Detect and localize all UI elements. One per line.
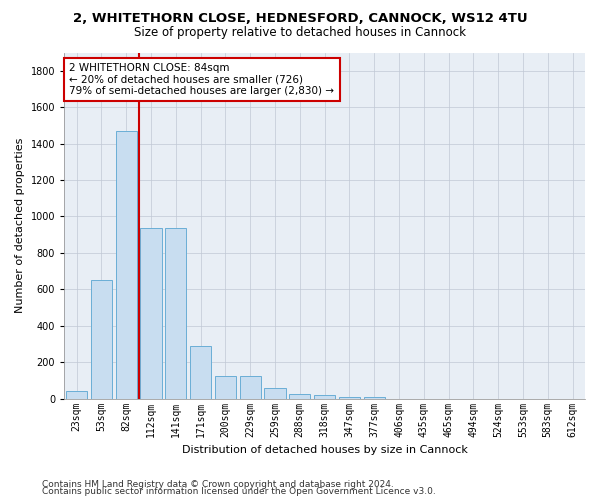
Text: 2 WHITETHORN CLOSE: 84sqm
← 20% of detached houses are smaller (726)
79% of semi: 2 WHITETHORN CLOSE: 84sqm ← 20% of detac…	[70, 63, 334, 96]
Bar	[239, 376, 261, 398]
Text: 2, WHITETHORN CLOSE, HEDNESFORD, CANNOCK, WS12 4TU: 2, WHITETHORN CLOSE, HEDNESFORD, CANNOCK…	[73, 12, 527, 26]
Bar	[165, 228, 187, 398]
Bar	[314, 395, 335, 398]
Bar	[116, 131, 137, 398]
Bar	[66, 392, 87, 398]
Bar	[265, 388, 286, 398]
Bar	[215, 376, 236, 398]
Bar	[91, 280, 112, 398]
Bar	[190, 346, 211, 399]
Text: Contains public sector information licensed under the Open Government Licence v3: Contains public sector information licen…	[42, 488, 436, 496]
Bar	[339, 397, 360, 398]
Bar	[289, 394, 310, 398]
Bar	[140, 228, 161, 398]
X-axis label: Distribution of detached houses by size in Cannock: Distribution of detached houses by size …	[182, 445, 467, 455]
Text: Size of property relative to detached houses in Cannock: Size of property relative to detached ho…	[134, 26, 466, 39]
Text: Contains HM Land Registry data © Crown copyright and database right 2024.: Contains HM Land Registry data © Crown c…	[42, 480, 394, 489]
Bar	[364, 397, 385, 398]
Y-axis label: Number of detached properties: Number of detached properties	[15, 138, 25, 314]
